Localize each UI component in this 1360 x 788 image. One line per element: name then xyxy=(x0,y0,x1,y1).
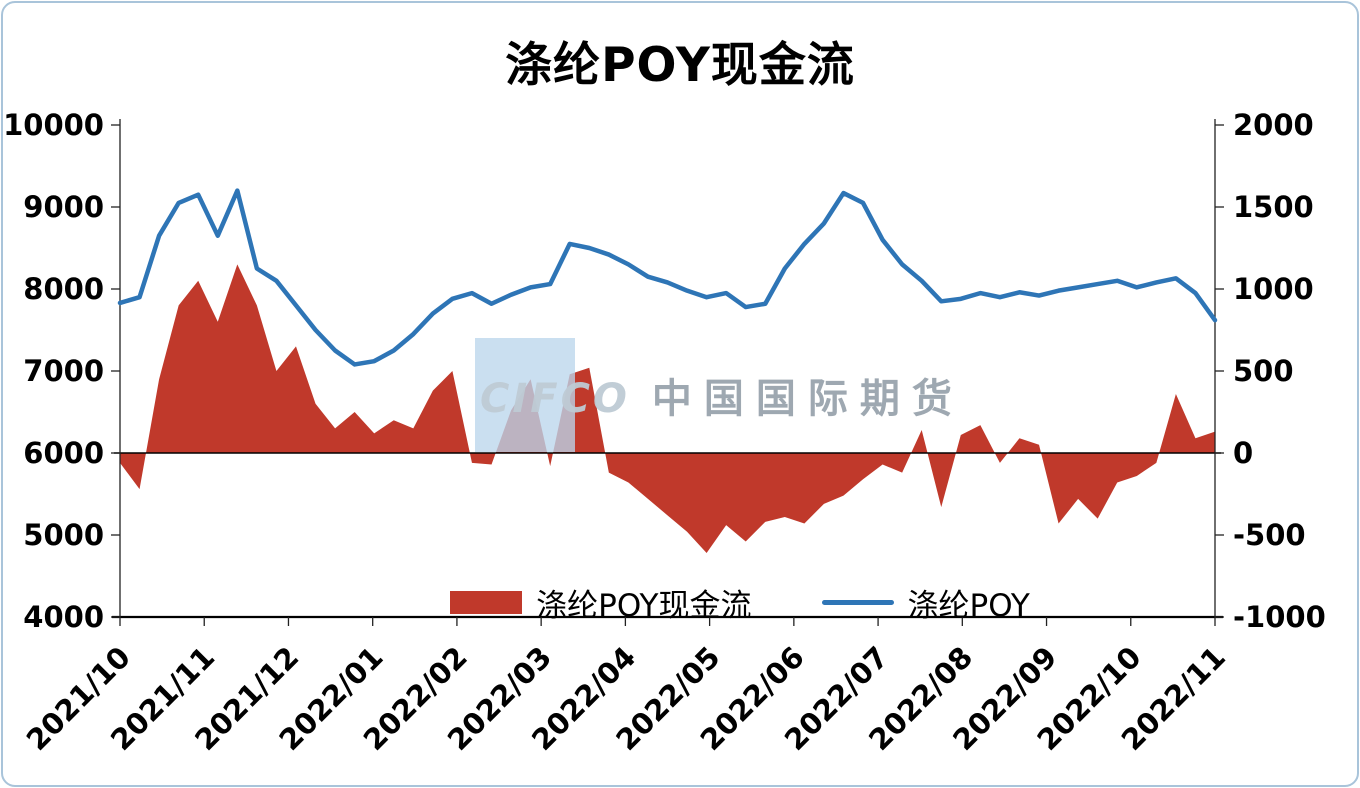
y-axis-left-label: 7000 xyxy=(23,354,104,388)
y-axis-left-label: 8000 xyxy=(23,272,104,306)
legend-swatch-line xyxy=(821,600,894,605)
y-axis-right-label: 500 xyxy=(1233,354,1294,388)
y-axis-right-label: 1500 xyxy=(1233,190,1314,224)
watermark-box xyxy=(475,338,575,452)
legend-item-cashflow: 涤纶POY现金流 xyxy=(450,580,752,625)
line-series-poy xyxy=(117,188,1218,367)
y-axis-left-label: 10000 xyxy=(3,108,104,142)
chart-title: 涤纶POY现金流 xyxy=(505,38,855,93)
watermark-logo: CIFCO xyxy=(480,376,630,422)
y-axis-right-label: 2000 xyxy=(1233,108,1314,142)
y-axis-right-label: 0 xyxy=(1233,436,1253,470)
y-axis-left-label: 4000 xyxy=(23,600,104,634)
legend-label-poy: 涤纶POY xyxy=(907,588,1030,624)
area-series-poy-cashflow xyxy=(120,264,1215,554)
legend-swatch-area xyxy=(450,591,523,614)
y-axis-left-label: 6000 xyxy=(23,436,104,470)
legend-item-poy: 涤纶POY xyxy=(821,580,1030,625)
watermark: CIFCO 中国国际期货 xyxy=(480,366,964,424)
legend-label-cashflow: 涤纶POY现金流 xyxy=(536,588,752,624)
chart-legend: 涤纶POY现金流 涤纶POY xyxy=(0,580,1360,625)
y-axis-left-label: 5000 xyxy=(23,518,104,552)
y-axis-right-label: 1000 xyxy=(1233,272,1314,306)
watermark-text: 中国国际期货 xyxy=(651,376,964,422)
y-axis-right-label: -1000 xyxy=(1233,600,1326,634)
y-axis-right-label: -500 xyxy=(1233,518,1306,552)
y-axis-left-label: 9000 xyxy=(23,190,104,224)
